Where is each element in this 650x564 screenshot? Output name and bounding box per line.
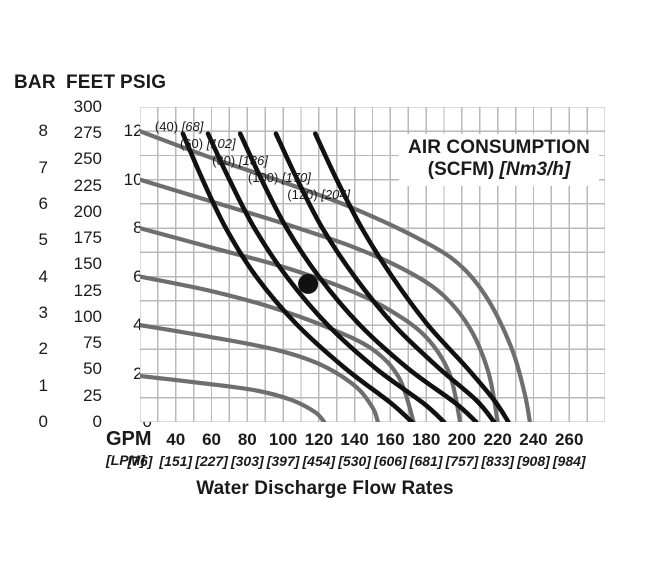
air-consumption-curve-100-scfm	[273, 131, 497, 422]
curve-label-120-scfm: (120) [204]	[287, 187, 350, 202]
x-tick-gpm-60: 60	[202, 430, 221, 449]
air-consumption-curve-80-scfm	[237, 131, 479, 422]
tick-feet-0: 0	[92, 412, 102, 431]
tick-feet-25: 25	[83, 385, 102, 405]
curve-label-nm3h: [136]	[238, 153, 268, 168]
pressure-curve-120-psig-inlet	[140, 129, 532, 422]
curve-label-scfm: (120)	[287, 187, 318, 202]
x-tick-gpm-80: 80	[237, 430, 257, 449]
x-tick-gpm-140: 140	[340, 430, 369, 449]
tick-bar-6: 6	[38, 193, 48, 213]
legend-line-2: (SCFM) [Nm3/h]	[408, 159, 590, 181]
x-tick-gpm-40: 40	[166, 430, 186, 449]
plot-area: (40) [68] (60) [102] (80) [136] (100) [170]…	[140, 107, 605, 422]
pressure-curve-20-psig-inlet	[140, 373, 327, 422]
legend-air-consumption: AIR CONSUMPTION (SCFM) [Nm3/h]	[399, 134, 599, 187]
tick-feet-100: 100	[73, 306, 102, 326]
tick-feet-75: 75	[83, 333, 102, 353]
tick-feet-225: 225	[73, 175, 102, 195]
legend-line-1: AIR CONSUMPTION	[408, 137, 590, 158]
pressure-curve-40-psig-inlet	[140, 322, 380, 422]
tick-feet-250: 250	[73, 149, 102, 169]
tick-feet-275: 275	[73, 123, 102, 143]
x-tick-lpm-833: [833]	[481, 453, 515, 469]
pressure-curve-80-psig-inlet	[140, 226, 463, 422]
legend-units-scfm: (SCFM)	[427, 159, 495, 181]
tick-feet-175: 175	[73, 228, 102, 248]
tick-bar-1: 1	[38, 375, 48, 395]
tick-bar-5: 5	[38, 230, 48, 250]
tick-bar-8: 8	[38, 121, 48, 141]
x-tick-lpm-227: [227]	[195, 453, 228, 469]
curve-label-nm3h: [68]	[181, 119, 204, 134]
tick-bar-2: 2	[38, 339, 48, 359]
x-tick-lpm-908: [908]	[517, 453, 550, 469]
curve-label-100-scfm: (100) [170]	[248, 170, 311, 185]
x-tick-lpm-606: [606]	[374, 453, 407, 469]
x-tick-gpm-240: 240	[519, 430, 548, 449]
x-tick-gpm-220: 220	[483, 430, 512, 449]
x-tick-lpm-984: [984]	[552, 453, 586, 469]
curve-label-80-scfm: (80) [136]	[212, 153, 268, 168]
operating-point-marker	[298, 273, 319, 294]
x-tick-lpm-76: [76]	[127, 453, 153, 469]
curve-label-nm3h: [102]	[206, 136, 236, 151]
curve-label-nm3h: [204]	[321, 187, 351, 202]
axis-header-psig: PSIG	[120, 72, 167, 93]
air-consumption-curve-40-scfm	[180, 131, 415, 422]
x-tick-gpm-180: 180	[411, 430, 441, 449]
x-tick-gpm-200: 200	[447, 430, 477, 449]
curve-label-scfm: (100)	[247, 170, 279, 185]
tick-feet-125: 125	[73, 280, 102, 300]
x-axis-unit-gpm: GPM	[106, 428, 152, 450]
tick-bar-4: 4	[38, 266, 48, 286]
x-tick-gpm-160: 160	[376, 430, 405, 449]
tick-feet-150: 150	[73, 254, 102, 274]
chart-title: Water Discharge Flow Rates	[196, 478, 454, 499]
curve-label-60-scfm: (60) [102]	[180, 136, 236, 151]
tick-feet-300: 300	[73, 96, 102, 116]
x-tick-gpm-100: 100	[268, 430, 298, 449]
curve-label-scfm: (80)	[212, 153, 236, 168]
tick-bar-7: 7	[38, 157, 48, 177]
curve-label-scfm: (60)	[179, 136, 204, 151]
x-tick-lpm-757: [757]	[445, 453, 479, 469]
legend-units-nm3h: [Nm3/h]	[499, 159, 571, 181]
chart-canvas	[140, 107, 605, 422]
axis-header-feet: FEET	[66, 72, 116, 93]
x-tick-lpm-530: [530]	[338, 453, 371, 469]
x-tick-lpm-151: [151]	[159, 453, 193, 469]
x-tick-gpm-120: 120	[304, 430, 334, 449]
x-tick-lpm-303: [303]	[230, 453, 264, 469]
curve-label-40-scfm: (40) [68]	[155, 119, 203, 134]
tick-feet-50: 50	[83, 359, 102, 379]
x-tick-lpm-397: [397]	[266, 453, 300, 469]
curve-label-nm3h: [170]	[281, 170, 311, 185]
curve-label-scfm: (40)	[154, 119, 179, 134]
tick-bar-0: 0	[38, 412, 48, 431]
x-tick-lpm-681: [681]	[409, 453, 443, 469]
air-consumption-curve-120-scfm	[312, 131, 511, 422]
x-tick-lpm-454: [454]	[302, 453, 336, 469]
axis-header-bar: BAR	[14, 72, 56, 93]
air-consumption-curve-60-scfm	[205, 131, 447, 422]
x-axis-unit-lpm: [LPM]	[106, 452, 145, 468]
pressure-curve-100-psig-inlet	[140, 177, 500, 422]
x-tick-gpm-260: 260	[555, 430, 584, 449]
tick-bar-3: 3	[38, 302, 48, 322]
tick-feet-200: 200	[73, 201, 102, 221]
